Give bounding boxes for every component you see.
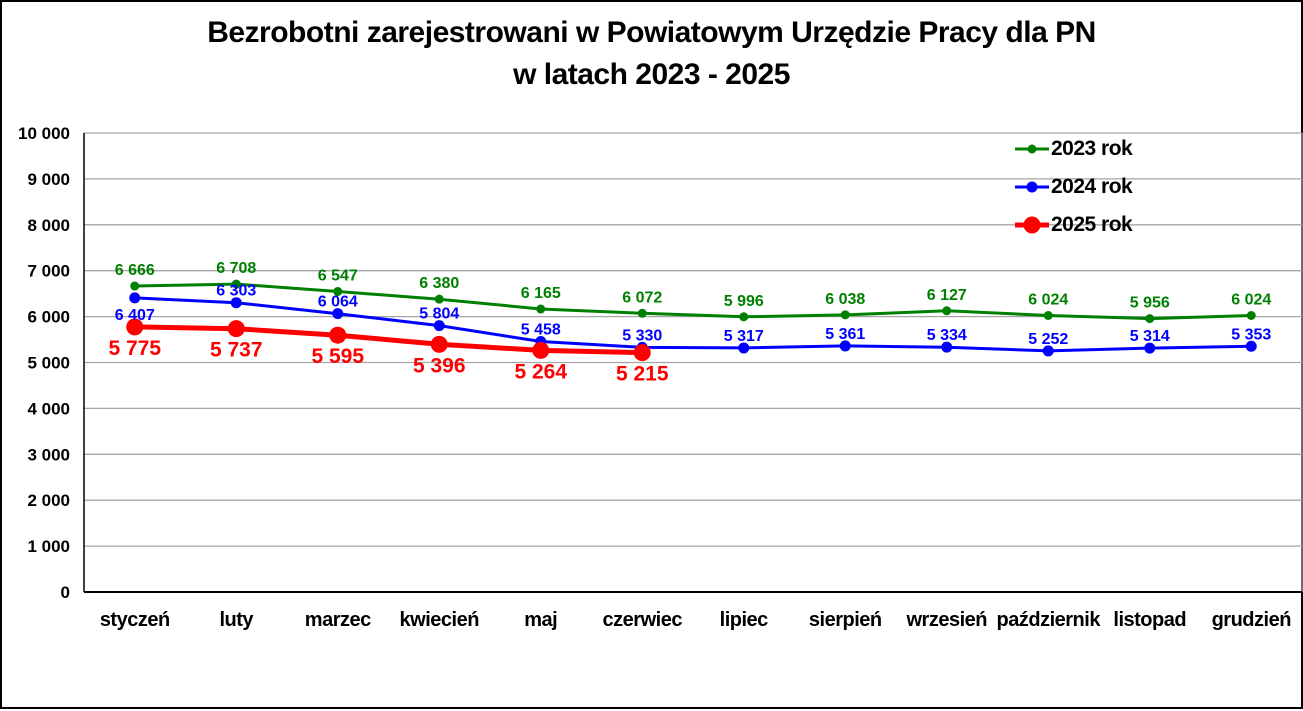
data-label-2023-kwiecień: 6 380 — [419, 275, 459, 292]
data-point-2025-luty — [227, 320, 245, 338]
y-tick-label-5000: 5 000 — [27, 354, 70, 373]
data-label-2024-luty: 6 303 — [216, 283, 256, 300]
legend-marker-2025-icon — [1015, 216, 1049, 234]
data-label-2024-marzec: 6 064 — [318, 294, 358, 311]
data-point-2023-styczeń — [130, 281, 140, 291]
data-point-2025-czerwiec — [633, 344, 651, 362]
legend-label-2024: 2024 rok — [1051, 175, 1133, 198]
y-tick-label-10000: 10 000 — [18, 124, 70, 143]
x-axis-label-kwiecień: kwiecień — [400, 609, 479, 631]
data-label-2024-kwiecień: 5 804 — [419, 306, 459, 323]
data-point-2023-czerwiec — [637, 308, 647, 318]
x-axis-label-grudzień: grudzień — [1212, 609, 1291, 631]
data-label-2023-sierpień: 6 038 — [825, 291, 865, 308]
y-tick-label-1000: 1 000 — [27, 537, 70, 556]
legend-item-2025: 2025 rok — [1015, 206, 1133, 244]
data-label-2023-luty: 6 708 — [216, 260, 256, 277]
data-point-2024-luty — [230, 297, 242, 309]
data-point-2023-marzec — [333, 286, 343, 296]
data-label-2023-wrzesień: 6 127 — [927, 287, 967, 304]
data-point-2025-kwiecień — [430, 335, 448, 353]
chart-title-line1: Bezrobotni zarejestrowani w Powiatowym U… — [207, 16, 1096, 49]
y-tick-label-4000: 4 000 — [27, 399, 70, 418]
data-point-2025-marzec — [329, 326, 347, 344]
x-axis-label-listopad: listopad — [1113, 609, 1186, 631]
x-axis-label-czerwiec: czerwiec — [603, 609, 683, 631]
data-label-2024-listopad: 5 314 — [1130, 328, 1170, 345]
data-point-2023-luty — [231, 279, 241, 289]
data-point-2023-kwiecień — [434, 294, 444, 304]
x-axis-label-sierpień: sierpień — [809, 609, 882, 631]
data-point-2024-marzec — [332, 308, 344, 320]
y-tick-label-3000: 3 000 — [27, 445, 70, 464]
y-tick-label-2000: 2 000 — [27, 491, 70, 510]
data-label-2024-grudzień: 5 353 — [1231, 326, 1271, 343]
x-axis-label-luty: luty — [219, 609, 254, 631]
data-point-2023-lipiec — [739, 312, 749, 322]
data-point-2024-lipiec — [738, 342, 750, 354]
data-point-2024-styczeń — [129, 292, 141, 304]
y-tick-label-9000: 9 000 — [27, 170, 70, 189]
y-tick-label-7000: 7 000 — [27, 262, 70, 281]
data-label-2023-październik: 6 024 — [1028, 291, 1068, 308]
data-label-2025-maj: 5 264 — [514, 360, 567, 383]
data-point-2023-wrzesień — [942, 306, 952, 316]
data-label-2025-kwiecień: 5 396 — [413, 354, 466, 377]
data-point-2023-maj — [536, 304, 546, 314]
series-line-2025 — [134, 324, 643, 356]
legend-item-2024: 2024 rok — [1015, 168, 1133, 206]
series-line-2024 — [134, 296, 1252, 353]
x-axis-label-marzec: marzec — [305, 609, 371, 631]
x-axis-label-styczeń: styczeń — [100, 609, 170, 631]
chart-title-line2: w latach 2023 - 2025 — [513, 58, 790, 91]
y-tick-label-6000: 6 000 — [27, 308, 70, 327]
data-label-2024-styczeń: 6 407 — [115, 307, 155, 324]
legend-label-2025: 2025 rok — [1051, 213, 1133, 236]
data-point-2023-grudzień — [1246, 310, 1256, 320]
data-point-2023-październik — [1043, 310, 1053, 320]
data-label-2024-październik: 5 252 — [1028, 331, 1068, 348]
legend-marker-2023-icon — [1015, 144, 1049, 154]
data-point-2024-wrzesień — [941, 341, 953, 353]
data-point-2024-sierpień — [839, 340, 851, 352]
data-label-2023-czerwiec: 6 072 — [622, 289, 662, 306]
data-label-2023-marzec: 6 547 — [318, 267, 358, 284]
series-line-2023 — [134, 282, 1252, 321]
data-point-2023-listopad — [1145, 314, 1155, 324]
y-tick-label-0: 0 — [61, 583, 70, 602]
chart-title: Bezrobotni zarejestrowani w Powiatowym U… — [2, 12, 1301, 96]
data-label-2023-grudzień: 6 024 — [1231, 291, 1271, 308]
data-label-2024-sierpień: 5 361 — [825, 326, 865, 343]
data-point-2024-kwiecień — [433, 320, 445, 332]
data-label-2024-lipiec: 5 317 — [724, 328, 764, 345]
data-label-2023-listopad: 5 956 — [1130, 295, 1170, 312]
x-axis-label-wrzesień: wrzesień — [906, 609, 987, 631]
data-label-2025-marzec: 5 595 — [311, 345, 364, 368]
data-point-2023-sierpień — [840, 310, 850, 320]
data-point-2025-styczeń — [126, 318, 144, 336]
chart-legend: 2023 rok 2024 rok 2025 rok — [1015, 130, 1133, 244]
data-label-2023-styczeń: 6 666 — [115, 262, 155, 279]
data-label-2025-luty: 5 737 — [210, 339, 263, 362]
data-point-2025-maj — [532, 341, 550, 359]
data-label-2025-styczeń: 5 775 — [108, 337, 161, 360]
data-point-2024-październik — [1042, 345, 1054, 357]
legend-item-2023: 2023 rok — [1015, 130, 1133, 168]
data-label-2025-czerwiec: 5 215 — [616, 363, 669, 386]
y-tick-label-8000: 8 000 — [27, 216, 70, 235]
legend-label-2023: 2023 rok — [1051, 137, 1133, 160]
x-axis-label-maj: maj — [524, 609, 557, 631]
x-axis-label-lipiec: lipiec — [720, 609, 769, 631]
data-label-2023-maj: 6 165 — [521, 285, 561, 302]
x-axis-label-październik: październik — [997, 609, 1102, 631]
data-label-2023-lipiec: 5 996 — [724, 293, 764, 310]
legend-marker-2024-icon — [1015, 181, 1049, 193]
data-point-2024-listopad — [1144, 342, 1156, 354]
data-point-2024-grudzień — [1245, 340, 1257, 352]
data-label-2024-czerwiec: 5 330 — [622, 327, 662, 344]
data-label-2024-wrzesień: 5 334 — [927, 327, 967, 344]
data-label-2024-maj: 5 458 — [521, 321, 561, 338]
